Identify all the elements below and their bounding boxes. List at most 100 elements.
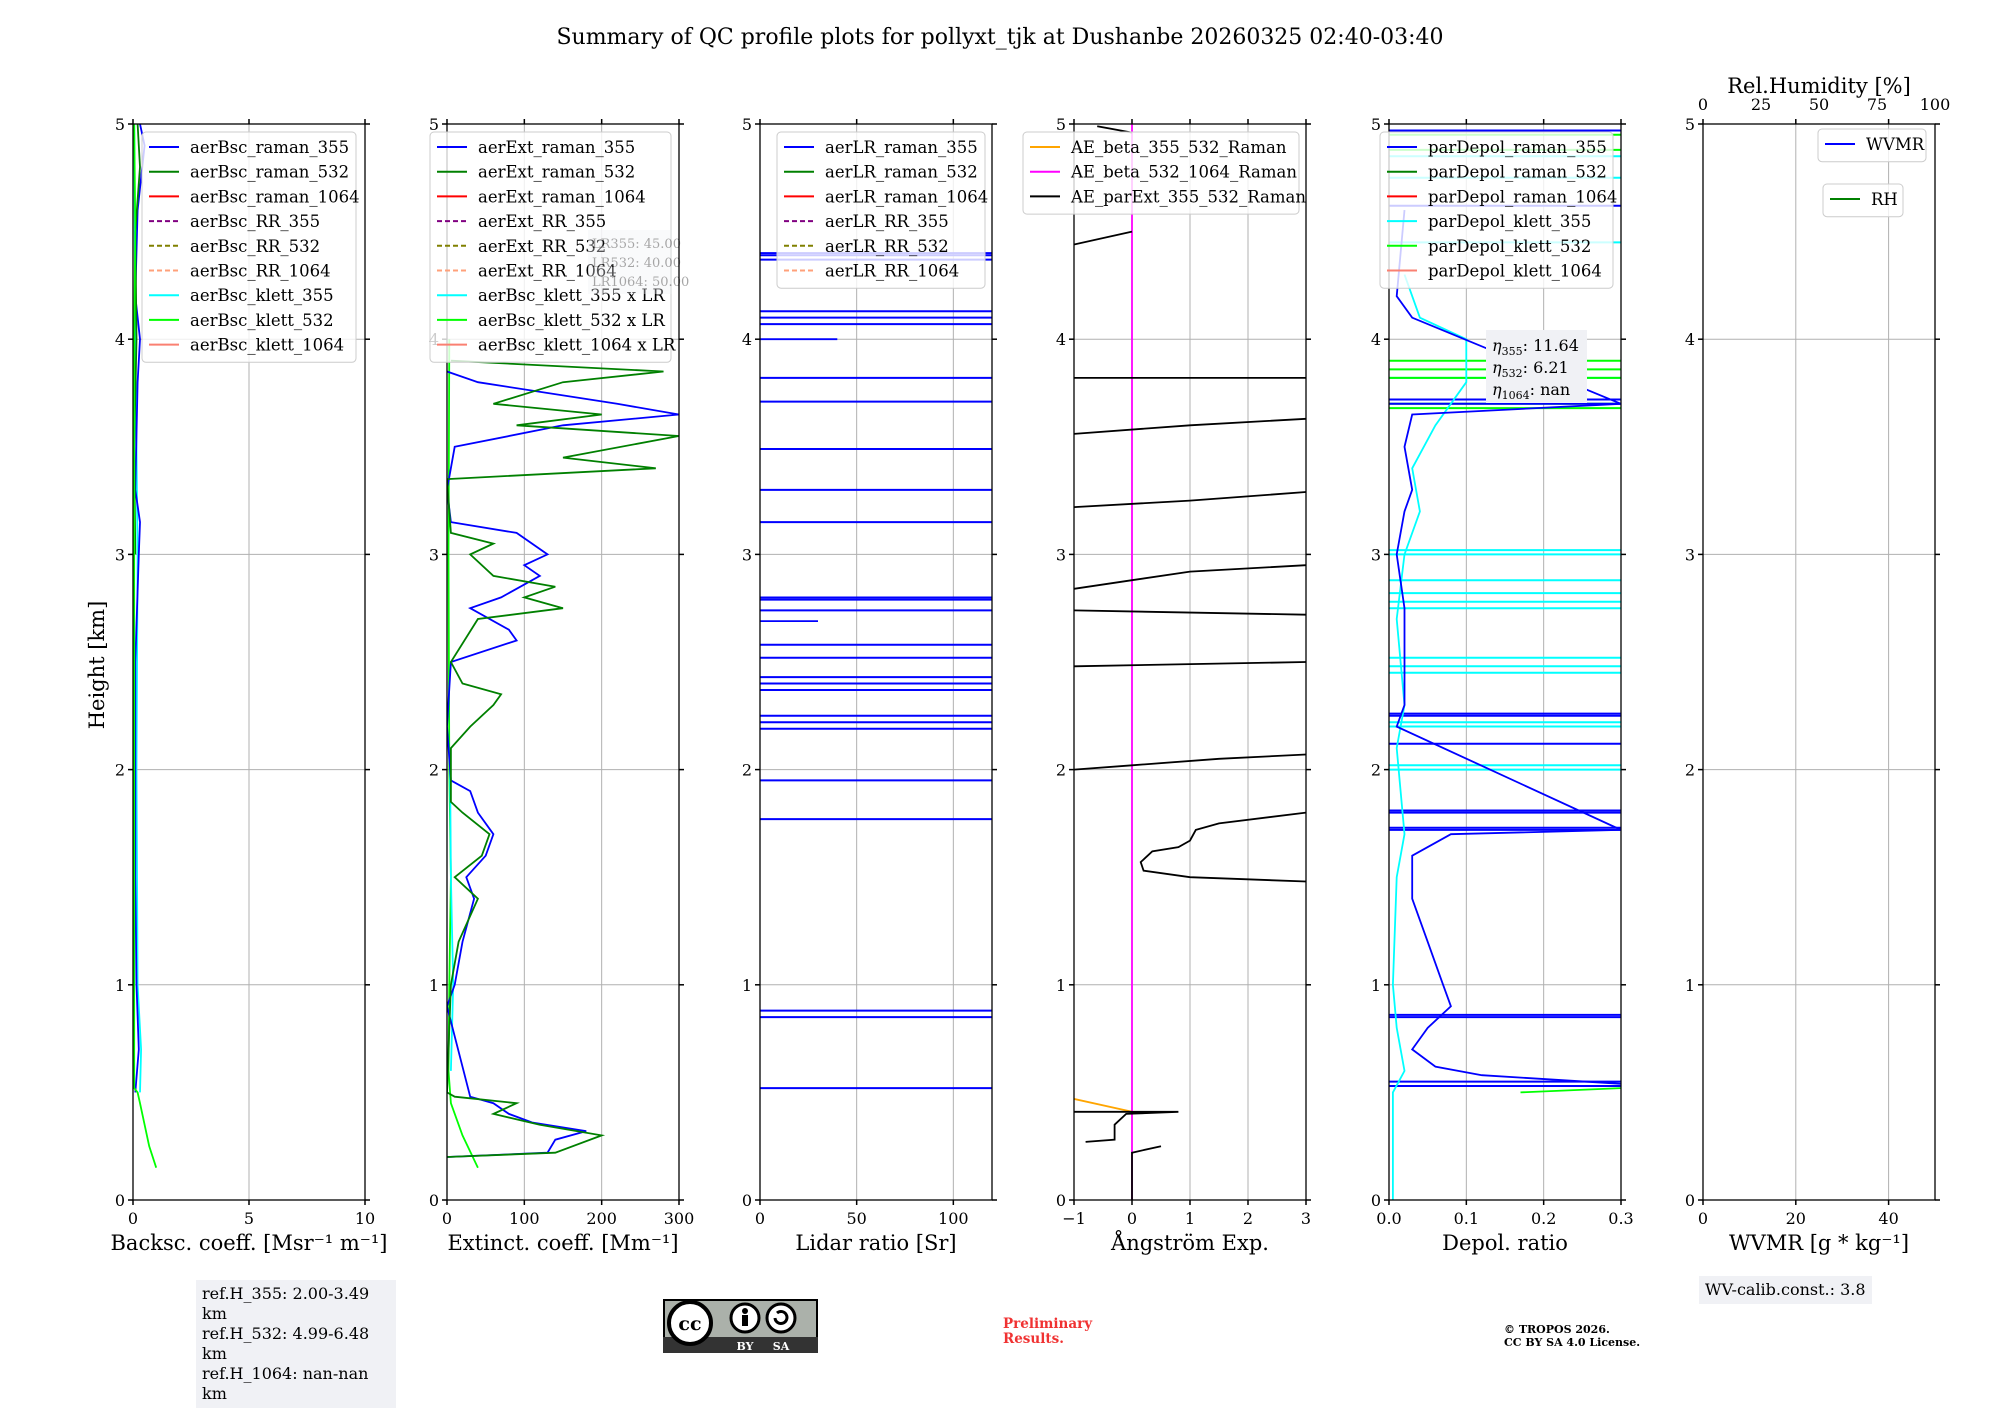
y-tick-label: 0 bbox=[429, 1191, 439, 1210]
y-tick-label: 1 bbox=[1056, 976, 1066, 995]
top-x-tick-label: 75 bbox=[1867, 95, 1887, 114]
legend-entry: parDepol_raman_532 bbox=[1428, 163, 1607, 182]
legend-entry: aerLR_raman_355 bbox=[825, 138, 978, 157]
copyright-note: © TROPOS 2026. CC BY SA 4.0 License. bbox=[1504, 1323, 1640, 1349]
top-x-tick-label: 25 bbox=[1751, 95, 1771, 114]
y-tick-label: 3 bbox=[742, 545, 752, 564]
svg-text:SA: SA bbox=[773, 1340, 790, 1353]
x-axis-label: Extinct. coeff. [Mm⁻¹] bbox=[447, 1231, 678, 1255]
y-tick-label: 4 bbox=[1371, 330, 1381, 349]
x-axis-label: Depol. ratio bbox=[1442, 1231, 1568, 1255]
y-tick-label: 1 bbox=[115, 976, 125, 995]
legend-entry: parDepol_raman_355 bbox=[1428, 138, 1607, 157]
legend: AE_beta_355_532_Raman AE_beta_532_1064_Ra… bbox=[1022, 131, 1306, 215]
series-line-ae-parext-355-532-raman bbox=[1074, 1110, 1179, 1143]
legend-entry: WVMR bbox=[1866, 135, 1925, 154]
legend-entry: parDepol_raman_1064 bbox=[1428, 187, 1617, 206]
qc-profile-figure: Summary of QC profile plots for pollyxt_… bbox=[85, 25, 1950, 1255]
legend: RH bbox=[1822, 183, 1904, 218]
y-tick-label: 5 bbox=[115, 115, 125, 134]
legend-entry: aerBsc_RR_532 bbox=[190, 237, 320, 256]
eta-value: 6.21 bbox=[1533, 358, 1569, 377]
y-tick-label: 0 bbox=[742, 1191, 752, 1210]
plot-area bbox=[447, 339, 679, 1169]
figure-title: Summary of QC profile plots for pollyxt_… bbox=[556, 25, 1443, 50]
axes-frame bbox=[446, 123, 680, 1201]
plot-area bbox=[133, 124, 158, 1168]
legend-entry: aerBsc_RR_355 bbox=[190, 212, 320, 231]
x-tick-label: −1 bbox=[1062, 1209, 1086, 1228]
legend-entry: aerBsc_klett_355 bbox=[190, 286, 334, 305]
wv-calibration-box: WV-calib.const.: 3.8 bbox=[1699, 1276, 1872, 1304]
plot-area bbox=[1389, 129, 1621, 1200]
x-tick-label: 0 bbox=[1127, 1209, 1137, 1228]
series-line-ae-parext-355-532-raman bbox=[1139, 811, 1306, 883]
legend-entry: aerLR_RR_355 bbox=[825, 212, 949, 231]
eta-value: 11.64 bbox=[1533, 336, 1579, 355]
x-tick-label: 3 bbox=[1301, 1209, 1311, 1228]
legend-entry: aerBsc_klett_355 x LR bbox=[478, 286, 665, 305]
y-tick-label: 5 bbox=[1685, 115, 1695, 134]
x-tick-label: 100 bbox=[938, 1209, 969, 1228]
series-line-ae-parext-355-532-raman bbox=[1074, 753, 1306, 771]
y-tick-label: 2 bbox=[1371, 761, 1381, 780]
panel-6: 0 20 40 0 1 2 3 4 5 WVMR [g * kg⁻¹] 0 25 50 75 100 Rel.… bbox=[1685, 74, 1950, 1255]
eta-1064-value: η1064: nan bbox=[1492, 380, 1570, 402]
x-tick-label: 0.1 bbox=[1454, 1209, 1479, 1228]
copyright-line-1: © TROPOS 2026. bbox=[1504, 1323, 1610, 1336]
y-tick-label: 3 bbox=[429, 545, 439, 564]
series-line-aerbsc-klett-532-x-lr bbox=[447, 339, 479, 1169]
y-tick-label: 5 bbox=[1371, 115, 1381, 134]
legend-entry: aerBsc_raman_355 bbox=[190, 138, 349, 157]
y-tick-label: 2 bbox=[115, 761, 125, 780]
plot-area bbox=[760, 252, 992, 1090]
x-tick-label: 200 bbox=[586, 1209, 617, 1228]
x-axis-label: Ångström Exp. bbox=[1110, 1230, 1269, 1255]
y-tick-label: 2 bbox=[429, 761, 439, 780]
eta-value: nan bbox=[1540, 380, 1570, 399]
x-axis-label: Backsc. coeff. [Msr⁻¹ m⁻¹] bbox=[111, 1231, 388, 1255]
y-tick-label: 5 bbox=[429, 115, 439, 134]
series-line-aerbsc-klett-355 bbox=[133, 124, 143, 1093]
series-line-aerbsc-raman-355 bbox=[134, 124, 146, 1093]
series-line-ae-parext-355-532-raman bbox=[1074, 417, 1306, 435]
legend-entry: aerLR_RR_532 bbox=[825, 237, 949, 256]
legend: aerBsc_raman_355 aerBsc_raman_532 aerBsc_r… bbox=[141, 131, 360, 363]
series-line-pardepol-klett-532 bbox=[1520, 1087, 1621, 1094]
legend-entry: aerExt_raman_532 bbox=[478, 163, 635, 182]
legend-entry: AE_beta_532_1064_Raman bbox=[1070, 163, 1297, 182]
legend-entry: aerBsc_raman_532 bbox=[190, 163, 349, 182]
x-tick-label: 0 bbox=[128, 1209, 138, 1228]
top-axis-label: Rel.Humidity [%] bbox=[1727, 74, 1911, 98]
legend-entry: aerExt_RR_532 bbox=[478, 237, 606, 256]
x-tick-label: 5 bbox=[244, 1209, 254, 1228]
series-line-aerext-raman-532 bbox=[447, 359, 679, 1158]
preliminary-line-1: Preliminary bbox=[1003, 1316, 1093, 1332]
x-tick-label: 0 bbox=[1698, 1209, 1708, 1228]
y-tick-label: 1 bbox=[1685, 976, 1695, 995]
legend-entry: parDepol_klett_1064 bbox=[1428, 262, 1602, 281]
x-tick-label: 50 bbox=[846, 1209, 866, 1228]
legend-entry: aerLR_RR_1064 bbox=[825, 262, 959, 281]
legend-entry: aerExt_RR_1064 bbox=[478, 262, 617, 281]
y-tick-label: 5 bbox=[742, 115, 752, 134]
legend: aerLR_raman_355 aerLR_raman_532 aerLR_rama… bbox=[776, 131, 988, 289]
legend-entry: aerLR_raman_1064 bbox=[825, 187, 988, 206]
series-line-pardepol-klett-355 bbox=[1391, 274, 1468, 1200]
y-tick-label: 0 bbox=[1371, 1191, 1381, 1210]
x-tick-label: 1 bbox=[1185, 1209, 1195, 1228]
series-line-ae-parext-355-532-raman bbox=[1131, 1145, 1162, 1200]
x-tick-label: 0 bbox=[755, 1209, 765, 1228]
axes-frame bbox=[759, 123, 993, 1201]
x-axis-label: Lidar ratio [Sr] bbox=[795, 1231, 956, 1255]
series-line-aerext-raman-355 bbox=[447, 370, 679, 1158]
lidar-ratio-value: LR355: 45.00 bbox=[592, 237, 681, 252]
y-axis-label: Height [km] bbox=[85, 601, 109, 730]
panel-5: 0.0 0.1 0.2 0.3 0 1 2 3 4 5 Depol. ratio parDepol_r… bbox=[1371, 115, 1634, 1255]
svg-text:BY: BY bbox=[737, 1340, 754, 1353]
y-tick-label: 2 bbox=[742, 761, 752, 780]
ref-height-355: ref.H_355: 2.00-3.49 km bbox=[202, 1284, 370, 1323]
series-line-ae-parext-355-532-raman bbox=[1074, 491, 1306, 508]
y-tick-label: 3 bbox=[1371, 545, 1381, 564]
